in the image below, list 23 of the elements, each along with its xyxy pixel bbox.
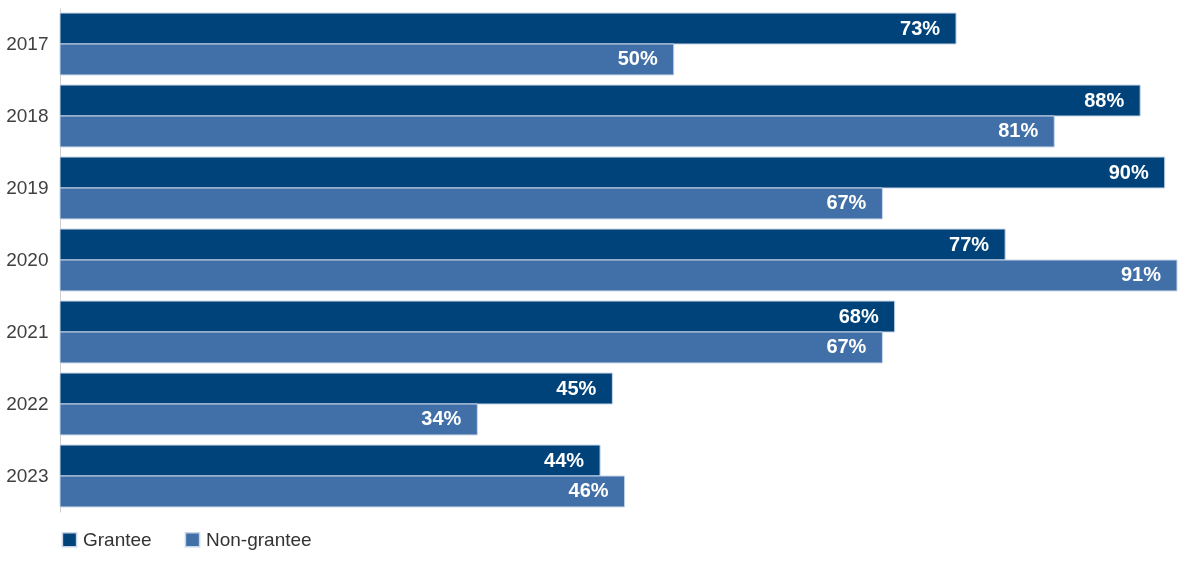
data-label: 34% (421, 407, 462, 430)
y-tick-label: 2019 (6, 177, 49, 198)
y-tick-label: 2017 (6, 33, 49, 54)
data-label: 91% (1120, 263, 1162, 286)
data-label: 67% (826, 335, 867, 358)
data-label: 50% (617, 47, 658, 70)
legend-label: Grantee (83, 528, 152, 550)
data-label: 67% (826, 191, 867, 214)
data-label: 68% (838, 304, 879, 327)
data-label: 81% (998, 119, 1039, 142)
y-tick-label: 2023 (6, 465, 49, 486)
data-label: 73% (900, 16, 941, 39)
data-label: 45% (556, 376, 597, 399)
y-tick-label: 2021 (6, 321, 49, 342)
y-tick-label: 2018 (6, 105, 49, 126)
data-label: 44% (544, 448, 585, 471)
data-label: 46% (568, 479, 609, 502)
legend-label: Non-grantee (206, 528, 312, 550)
data-label: 88% (1084, 88, 1125, 111)
data-label: 77% (949, 232, 990, 255)
y-tick-label: 2020 (6, 249, 49, 270)
y-tick-label: 2022 (6, 393, 49, 414)
data-label: 90% (1108, 160, 1149, 183)
